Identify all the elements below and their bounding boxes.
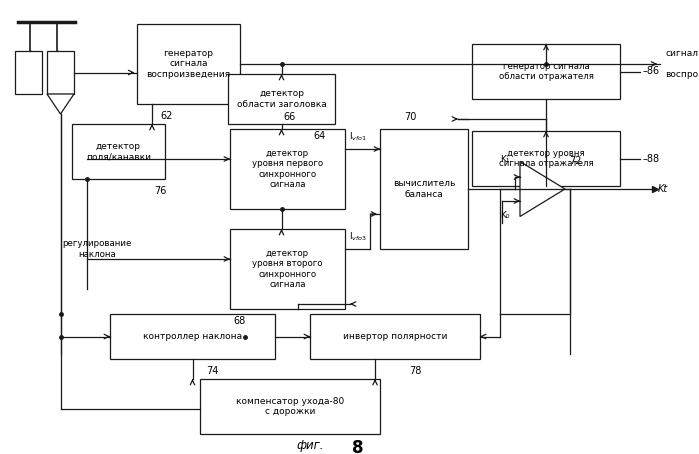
Text: детектор уровня
сигнала отражателя: детектор уровня сигнала отражателя — [498, 149, 593, 168]
Polygon shape — [47, 94, 74, 114]
Text: –88: –88 — [643, 153, 660, 163]
Text: 70: 70 — [404, 112, 416, 122]
Text: 64: 64 — [314, 131, 326, 141]
Text: K₁: K₁ — [500, 154, 510, 163]
Bar — [472, 44, 620, 99]
Text: сигнал: сигнал — [665, 49, 698, 58]
Text: контроллер наклона: контроллер наклона — [143, 332, 242, 341]
Text: I$_{vfo3}$: I$_{vfo3}$ — [349, 231, 367, 243]
Text: компенсатор ухода-80
с дорожки: компенсатор ухода-80 с дорожки — [236, 397, 344, 416]
Text: детектор
уровня первого
синхронного
сигнала: детектор уровня первого синхронного сигн… — [252, 149, 323, 189]
Bar — [380, 129, 468, 249]
Bar — [15, 51, 42, 94]
Bar — [310, 314, 480, 359]
Text: –86: –86 — [643, 66, 660, 77]
Text: 78: 78 — [409, 366, 421, 376]
Text: I$_{vfo1}$: I$_{vfo1}$ — [349, 131, 367, 143]
Text: фиг.: фиг. — [296, 439, 324, 453]
Text: 72: 72 — [569, 156, 582, 166]
Text: инвертор полярности: инвертор полярности — [343, 332, 447, 341]
Text: регулирование
наклона: регулирование наклона — [62, 239, 132, 259]
Text: детектор
поля/канавки: детектор поля/канавки — [86, 142, 151, 161]
Bar — [228, 74, 335, 124]
Bar — [230, 129, 345, 209]
Text: 8: 8 — [352, 439, 363, 454]
Text: генератор сигнала
области отражателя: генератор сигнала области отражателя — [498, 62, 593, 81]
Bar — [472, 131, 620, 186]
Text: 62: 62 — [161, 111, 173, 121]
Bar — [72, 124, 165, 179]
Text: генератор
сигнала
воспроизведения: генератор сигнала воспроизведения — [146, 49, 231, 79]
Polygon shape — [520, 162, 565, 217]
Text: 74: 74 — [206, 366, 219, 376]
Bar — [137, 24, 240, 104]
Text: 76: 76 — [154, 186, 166, 196]
Text: 68: 68 — [234, 316, 246, 326]
Bar — [110, 314, 275, 359]
Text: воспроизведения: воспроизведения — [665, 70, 699, 79]
Bar — [47, 51, 74, 94]
Bar — [200, 379, 380, 434]
Bar — [230, 229, 345, 309]
Text: вычислитель
баланса: вычислитель баланса — [393, 179, 455, 199]
Text: K₀: K₀ — [500, 212, 510, 221]
Text: детектор
уровня второго
синхронного
сигнала: детектор уровня второго синхронного сигн… — [252, 249, 323, 289]
Text: 66: 66 — [284, 112, 296, 122]
Text: детектор
области заголовка: детектор области заголовка — [237, 89, 326, 109]
Text: Kt: Kt — [658, 184, 668, 194]
